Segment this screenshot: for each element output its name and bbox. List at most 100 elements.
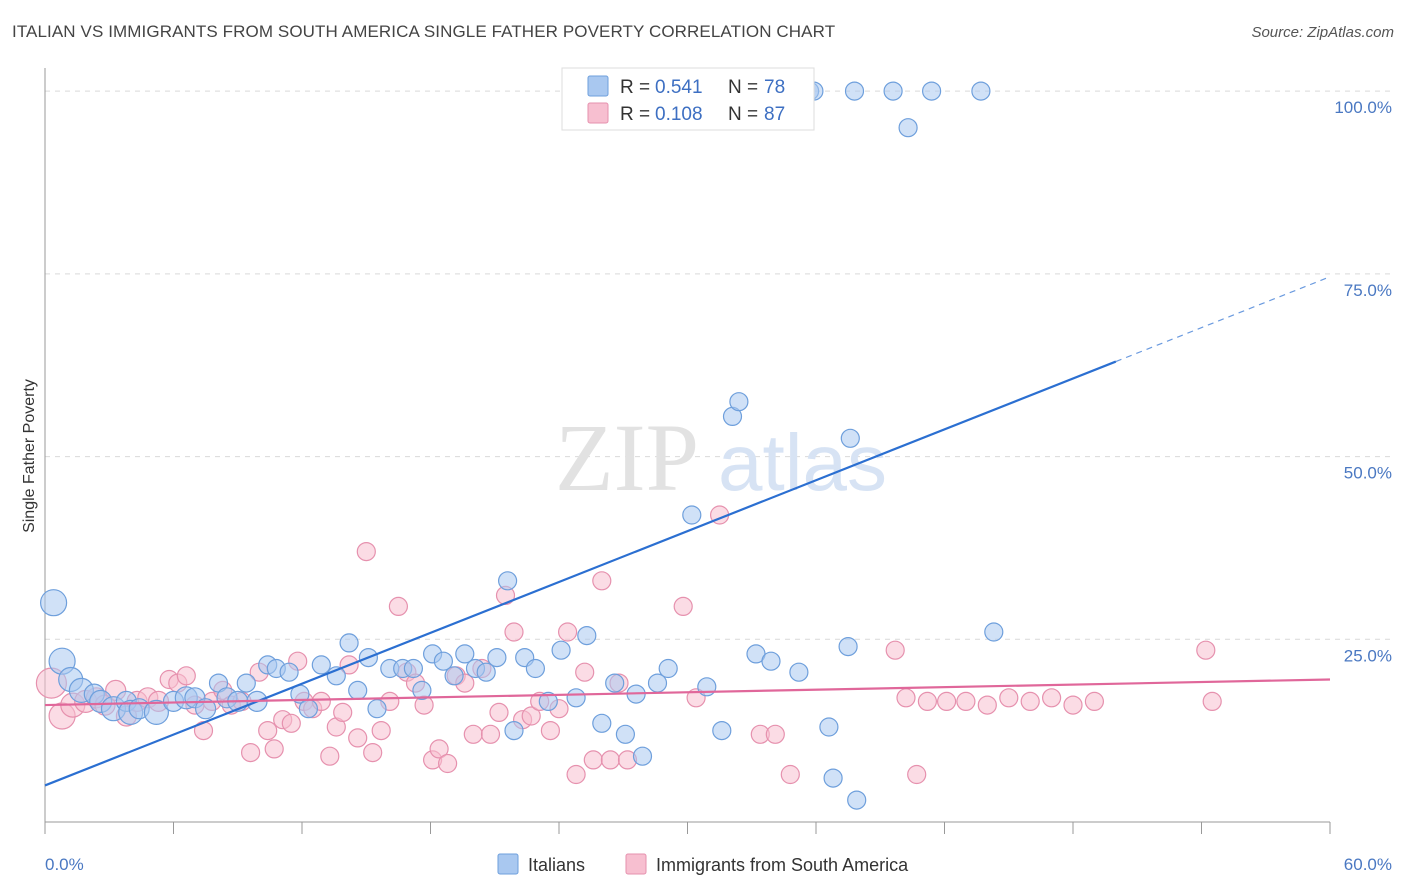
legend-immigrants-swatch — [587, 102, 609, 124]
immigrants-point — [320, 746, 340, 766]
immigrants-point — [977, 695, 997, 715]
italians-point — [658, 658, 678, 679]
italians-point — [236, 673, 256, 693]
italians-point — [195, 698, 217, 720]
immigrants-point — [438, 753, 458, 774]
immigrants-point — [592, 571, 612, 591]
italians-point — [632, 746, 653, 766]
italians-point — [971, 81, 991, 101]
italians-point — [838, 636, 858, 657]
immigrants-point — [429, 739, 449, 759]
italians-point — [498, 571, 518, 591]
immigrants-point — [600, 750, 621, 770]
legend-immigrants-n-value: 87 — [764, 104, 785, 125]
immigrants-point — [575, 662, 595, 682]
immigrants-point — [264, 739, 284, 759]
italians-point — [39, 589, 68, 617]
italians-point — [615, 724, 636, 744]
immigrants-point — [1020, 691, 1040, 712]
bottom-legend-italians-label: Italians — [528, 855, 585, 875]
bottom-legend-italians-swatch — [497, 853, 519, 875]
y-axis-label: Single Father Poverty — [21, 379, 38, 533]
italians-point — [712, 720, 732, 741]
immigrants-point — [504, 622, 524, 642]
immigrants-point — [176, 666, 196, 686]
watermark: ZIP atlas — [555, 404, 887, 511]
italians-point — [566, 688, 586, 708]
italians-point — [525, 658, 546, 679]
italians-point — [339, 633, 359, 653]
italians-point — [403, 658, 423, 679]
watermark-zip: ZIP — [555, 404, 699, 511]
italians-point — [311, 655, 331, 675]
italians-point — [761, 651, 781, 671]
italians-point — [729, 392, 749, 412]
legend-immigrants-n-label: N = — [728, 104, 758, 125]
immigrants-point — [557, 622, 578, 642]
immigrants-point — [583, 750, 603, 770]
immigrants-point — [348, 728, 368, 748]
italians-point — [883, 81, 903, 101]
italians-point — [279, 662, 299, 682]
italians-trend-extension — [1115, 276, 1331, 363]
italians-point — [577, 625, 597, 646]
y-tick-label-100: 100.0% — [1334, 98, 1392, 117]
italians-point — [789, 662, 809, 682]
legend-italians-swatch — [587, 75, 609, 97]
immigrants-point — [281, 713, 301, 733]
immigrants-point — [1196, 640, 1216, 660]
y-tick-label-50: 50.0% — [1344, 464, 1392, 483]
legend-immigrants-r-label: R = — [620, 104, 650, 125]
italians-point — [444, 666, 464, 686]
legend-italians-r-value: 0.541 — [655, 77, 703, 98]
x-tick-label-max: 60.0% — [1344, 855, 1392, 874]
immigrants-point — [1202, 691, 1222, 712]
italians-point — [682, 505, 702, 525]
italians-point — [348, 680, 368, 701]
immigrants-trend-line — [44, 678, 1331, 707]
immigrants-point — [780, 764, 800, 785]
immigrants-point — [566, 764, 586, 785]
italians-point — [984, 622, 1004, 642]
immigrants-point — [241, 742, 261, 763]
bottom-legend-immigrants-swatch — [625, 853, 647, 875]
immigrants-point — [356, 541, 376, 562]
trend-lines — [44, 276, 1331, 787]
italians-point — [412, 680, 432, 701]
immigrants-point — [999, 688, 1019, 708]
italians-point — [476, 662, 496, 682]
italians-point — [504, 720, 524, 741]
y-tick-label-25: 25.0% — [1344, 646, 1392, 665]
italians-point — [367, 699, 387, 719]
immigrants-point — [936, 691, 957, 712]
italians-point — [298, 699, 318, 719]
top-legend: R = 0.541 N = 78 R = 0.108 N = 87 — [561, 67, 815, 131]
immigrants-point — [673, 596, 693, 617]
italians-point — [921, 81, 942, 101]
y-tick-label-75: 75.0% — [1344, 281, 1392, 300]
immigrants-point — [258, 720, 278, 741]
italians-point — [143, 699, 169, 726]
immigrants-point — [363, 742, 383, 763]
x-ticks — [44, 822, 1331, 834]
italians-point — [898, 118, 918, 138]
immigrants-point — [885, 640, 905, 660]
immigrants-point — [480, 724, 501, 744]
italians-point — [819, 717, 839, 737]
immigrants-point — [1063, 695, 1083, 715]
immigrants-point — [1041, 688, 1062, 708]
y-tick-labels: 25.0% 50.0% 75.0% 100.0% — [1334, 98, 1392, 665]
immigrants-point — [1084, 691, 1105, 712]
immigrants-point — [956, 691, 976, 712]
legend-italians-n-value: 78 — [764, 77, 785, 98]
italians-trend-line — [44, 360, 1117, 787]
chart-title: ITALIAN VS IMMIGRANTS FROM SOUTH AMERICA… — [12, 22, 836, 41]
bottom-legend-immigrants-label: Immigrants from South America — [656, 855, 909, 875]
immigrants-point — [907, 764, 927, 785]
gridlines — [45, 90, 1392, 640]
italians-point — [844, 81, 865, 101]
italians-point — [538, 691, 558, 712]
legend-immigrants-r-value: 0.108 — [655, 104, 703, 125]
italians-point — [847, 790, 867, 810]
